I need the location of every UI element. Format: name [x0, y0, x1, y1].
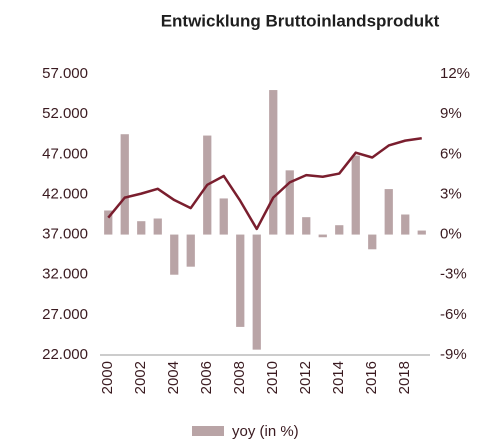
bar: [252, 234, 261, 350]
x-tick-label: 2014: [330, 361, 347, 394]
y-tick-label: 32.000: [42, 266, 88, 283]
y2-tick-label: -9%: [440, 346, 467, 363]
y2-tick-label: 3%: [440, 185, 462, 202]
y2-tick-label: 0%: [440, 226, 462, 243]
legend-label: yoy (in %): [232, 423, 299, 440]
bar: [285, 170, 294, 235]
y2-tick-label: 9%: [440, 105, 462, 122]
x-tick-label: 2002: [132, 361, 149, 394]
bar: [104, 210, 113, 235]
bar: [153, 218, 162, 235]
y2-tick-label: 6%: [440, 145, 462, 162]
bar: [351, 155, 360, 235]
y2-tick-label: -6%: [440, 306, 467, 323]
x-tick-label: 2004: [165, 361, 182, 394]
y-tick-label: 52.000: [42, 105, 88, 122]
legend-swatch: [192, 426, 224, 436]
x-tick-label: 2000: [99, 361, 116, 394]
x-tick-label: 2010: [264, 361, 281, 394]
bar: [170, 234, 179, 275]
bar: [302, 217, 311, 235]
bar: [120, 134, 129, 235]
y-tick-label: 47.000: [42, 145, 88, 162]
bar: [318, 234, 327, 238]
bar: [417, 230, 426, 235]
x-tick-label: 2012: [297, 361, 314, 394]
bar: [186, 234, 195, 267]
chart-title: Entwicklung Bruttoinlandsprodukt: [161, 11, 440, 30]
y-tick-label: 37.000: [42, 226, 88, 243]
bar: [236, 234, 245, 327]
y2-tick-label: -3%: [440, 266, 467, 283]
bar: [384, 189, 393, 235]
y-tick-label: 42.000: [42, 185, 88, 202]
bar: [269, 90, 278, 235]
y-tick-label: 22.000: [42, 346, 88, 363]
bar: [335, 225, 344, 235]
x-tick-label: 2016: [363, 361, 380, 394]
y2-tick-label: 12%: [440, 65, 470, 82]
x-tick-label: 2006: [198, 361, 215, 394]
y-tick-label: 57.000: [42, 65, 88, 82]
bar: [401, 214, 410, 235]
bar: [219, 198, 228, 235]
bar: [368, 234, 377, 250]
line: [107, 136, 422, 231]
y-tick-label: 27.000: [42, 306, 88, 323]
x-tick-label: 2018: [396, 361, 413, 394]
x-tick-label: 2008: [231, 361, 248, 394]
bar: [137, 221, 146, 235]
